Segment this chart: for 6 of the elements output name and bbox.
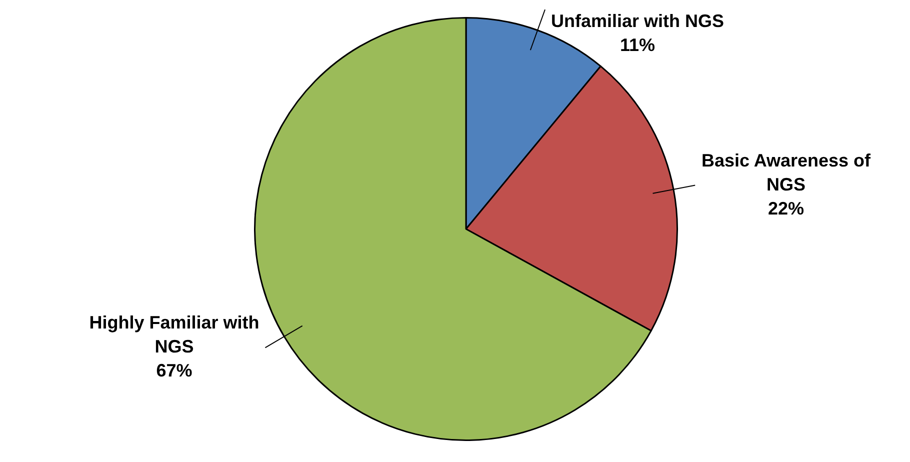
slice-label: Highly Familiar with NGS bbox=[89, 312, 260, 357]
data-label: 67% bbox=[156, 360, 192, 381]
slice-label: Unfamiliar with NGS bbox=[551, 10, 724, 31]
slice-label: Basic Awareness of NGS bbox=[701, 150, 872, 194]
data-label: 22% bbox=[768, 198, 804, 218]
data-label: 11% bbox=[620, 34, 656, 55]
